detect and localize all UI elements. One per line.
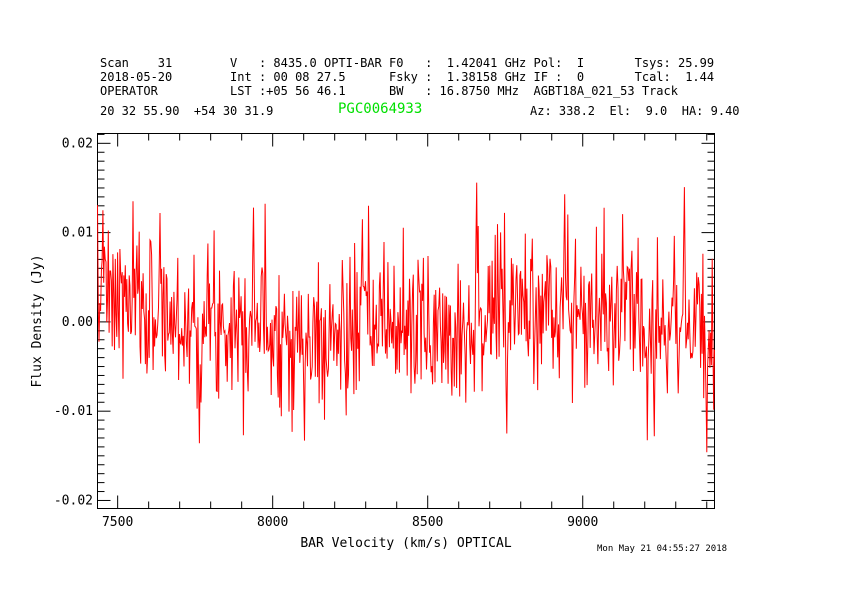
spectrum-trace: [97, 182, 715, 453]
svg-text:BAR Velocity (km/s) OPTICAL: BAR Velocity (km/s) OPTICAL: [300, 536, 511, 551]
azimuth-elevation-readout: Az: 338.2 El: 9.0 HA: 9.40: [530, 104, 740, 118]
svg-text:8500: 8500: [412, 515, 443, 530]
svg-text:Flux Density (Jy): Flux Density (Jy): [30, 254, 45, 387]
svg-text:9000: 9000: [567, 515, 598, 530]
header-line-date: 2018-05-20 Int : 00 08 27.5 Fsky : 1.381…: [100, 70, 715, 84]
plot-axis-labels: 7500 8000 8500 9000 0.02 0.01 0.00 -0.01 -0.02 BA…: [30, 136, 598, 551]
svg-text:0.02: 0.02: [62, 136, 93, 151]
source-name-title: PGC0064933: [338, 101, 423, 117]
svg-text:8000: 8000: [257, 515, 288, 530]
svg-text:7500: 7500: [102, 515, 133, 530]
svg-text:0.01: 0.01: [62, 226, 93, 241]
plot-timestamp: Mon May 21 04:55:27 2018: [597, 544, 728, 554]
svg-text:-0.01: -0.01: [54, 404, 93, 419]
header-line-operator: OPERATOR LST :+05 56 46.1 BW : 16.8750 M…: [100, 84, 678, 98]
svg-text:0.00: 0.00: [62, 315, 93, 330]
source-coordinates: 20 32 55.90 +54 30 31.9: [100, 104, 274, 118]
svg-text:-0.02: -0.02: [54, 493, 93, 508]
header-line-scan: Scan 31 V : 8435.0 OPTI-BAR F0 : 1.42041…: [100, 56, 715, 70]
plot-axes: [97, 133, 715, 509]
